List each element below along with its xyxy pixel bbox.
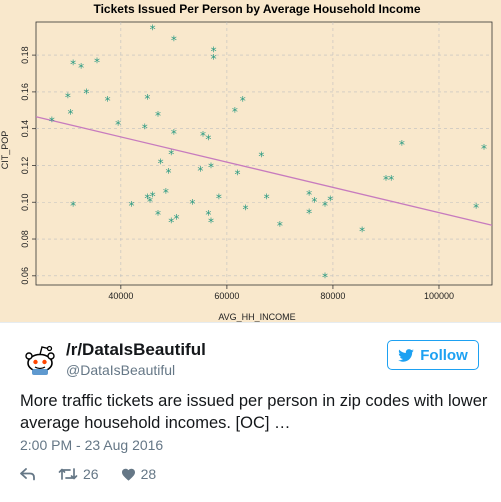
data-point: * [168, 147, 174, 161]
data-point: * [166, 166, 172, 180]
data-point: * [481, 142, 487, 156]
data-point: * [94, 55, 100, 69]
follow-button[interactable]: Follow [387, 340, 479, 370]
data-point: * [322, 271, 328, 285]
data-point: * [128, 199, 134, 213]
like-count: 28 [140, 466, 157, 482]
chart-title: Tickets Issued Per Person by Average Hou… [93, 2, 420, 16]
tweet-timestamp[interactable]: 2:00 PM - 23 Aug 2016 [20, 437, 164, 453]
account-name[interactable]: /r/DataIsBeautiful [66, 340, 206, 359]
data-point: * [171, 33, 177, 47]
data-point: * [189, 197, 195, 211]
data-point: * [208, 160, 214, 174]
data-point: * [49, 114, 55, 128]
retweet-button[interactable]: 26 [58, 466, 99, 482]
data-point: * [142, 122, 148, 136]
data-point: * [277, 219, 283, 233]
twitter-bird-icon [398, 348, 415, 362]
data-point: * [144, 192, 150, 206]
retweet-icon [58, 468, 78, 480]
y-tick-label: 0.10 [20, 193, 30, 211]
data-points: * * * * * * * * * * * * * * * * * * * * * * * * * * * * * * * * * * * * * * * *… [49, 22, 487, 284]
data-point: * [306, 206, 312, 220]
retweet-count: 26 [83, 466, 99, 482]
data-point: * [205, 133, 211, 147]
data-point: * [264, 192, 270, 206]
y-tick-label: 0.12 [20, 157, 30, 175]
data-point: * [208, 215, 214, 229]
y-tick-label: 0.06 [20, 267, 30, 285]
y-tick-label: 0.14 [20, 120, 30, 138]
y-axis-label: CIT_POP [0, 131, 10, 170]
reddit-alien-icon [21, 339, 59, 377]
y-axis: 0.06 0.08 0.10 0.12 0.14 0.16 0.18 [20, 46, 36, 285]
data-point: * [67, 107, 73, 121]
reddit-avatar[interactable] [20, 338, 60, 378]
data-point: * [105, 94, 111, 108]
data-point: * [150, 22, 156, 36]
data-point: * [216, 192, 222, 206]
data-point: * [322, 199, 328, 213]
data-point: * [200, 129, 206, 143]
data-point: * [258, 149, 264, 163]
data-point: * [155, 109, 161, 123]
data-point: * [234, 168, 240, 182]
data-point: * [78, 61, 84, 75]
x-tick-label: 40000 [108, 291, 133, 301]
data-point: * [70, 199, 76, 213]
data-point: * [147, 195, 153, 209]
data-point: * [388, 173, 394, 187]
data-point: * [240, 94, 246, 108]
like-button[interactable]: 28 [121, 466, 157, 482]
account-handle[interactable]: @DataIsBeautiful [66, 362, 176, 378]
data-point: * [205, 208, 211, 222]
data-point: * [70, 57, 76, 71]
data-point: * [155, 208, 161, 222]
x-tick-label: 100000 [424, 291, 454, 301]
data-point: * [174, 212, 180, 226]
data-point: * [359, 225, 365, 239]
data-point: * [399, 138, 405, 152]
x-tick-label: 60000 [214, 291, 239, 301]
data-point: * [158, 157, 164, 171]
data-point: * [311, 195, 317, 209]
reply-icon [20, 468, 35, 481]
data-point: * [150, 190, 156, 204]
reply-button[interactable] [20, 467, 36, 481]
data-point: * [211, 44, 217, 58]
chart-area: Tickets Issued Per Person by Average Hou… [0, 0, 501, 322]
scatter-chart: Tickets Issued Per Person by Average Hou… [0, 2, 493, 322]
tweet-actions: 26 28 [20, 464, 178, 484]
trend-line [35, 116, 493, 226]
data-point: * [168, 215, 174, 229]
plot-frame [35, 21, 493, 286]
data-point: * [83, 87, 89, 101]
data-point: * [383, 173, 389, 187]
data-point: * [306, 188, 312, 202]
data-point: * [327, 193, 333, 207]
data-point: * [144, 92, 150, 106]
y-tick-label: 0.08 [20, 230, 30, 248]
data-point: * [197, 164, 203, 178]
y-tick-label: 0.18 [20, 46, 30, 64]
x-tick-label: 80000 [320, 291, 345, 301]
data-point: * [115, 118, 121, 132]
data-point: * [65, 90, 71, 104]
grid-lines [36, 22, 492, 285]
x-axis: 40000 60000 80000 100000 [108, 285, 454, 301]
follow-label: Follow [420, 346, 468, 364]
x-axis-label: AVG_HH_INCOME [218, 312, 295, 322]
data-point: * [473, 201, 479, 215]
y-tick-label: 0.16 [20, 83, 30, 101]
data-point: * [211, 52, 217, 66]
data-point: * [163, 186, 169, 200]
data-point: * [171, 127, 177, 141]
data-point: * [242, 203, 248, 217]
data-point: * [232, 105, 238, 119]
tweet-text: More traffic tickets are issued per pers… [20, 392, 488, 432]
heart-icon [121, 468, 135, 481]
